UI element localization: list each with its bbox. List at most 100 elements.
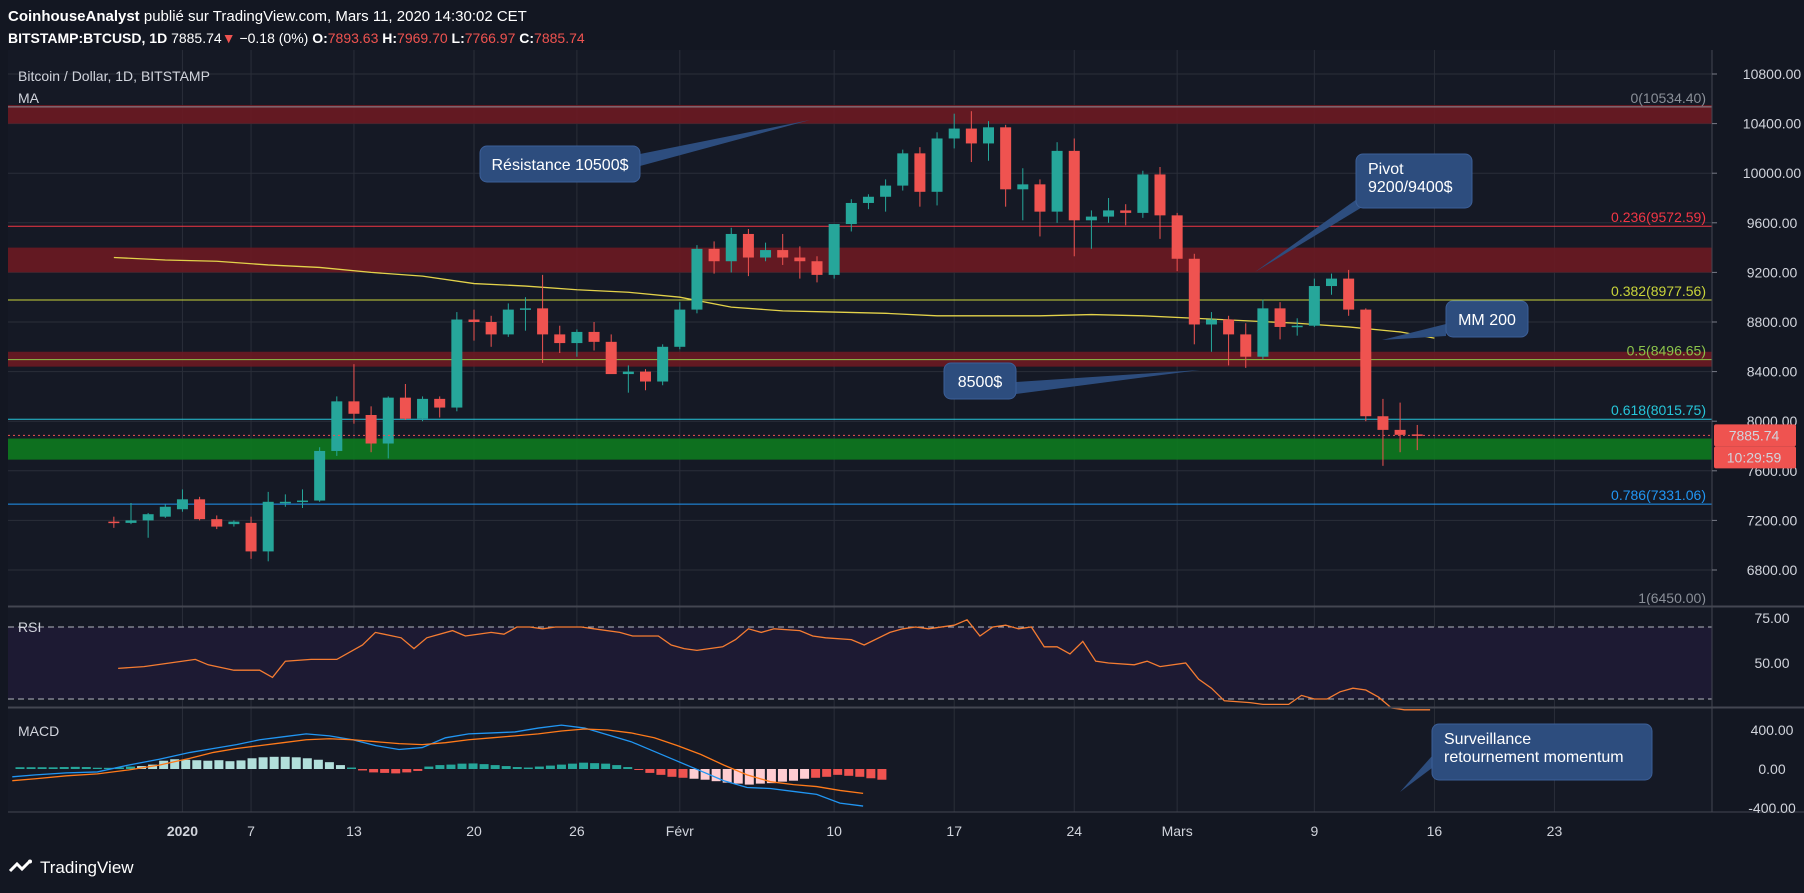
candle-body: [1171, 215, 1183, 259]
macd-histogram-bar: [313, 759, 323, 769]
candle-body: [1343, 278, 1355, 310]
callout-tail: [1255, 194, 1364, 272]
macd-histogram-bar: [766, 769, 776, 784]
price-pane: [8, 50, 1712, 605]
candle-body: [1308, 286, 1320, 326]
macd-tick-label: 400.00: [1751, 722, 1794, 738]
price-tick-label: 10400.00: [1743, 116, 1802, 132]
price-change: −0.18 (0%): [239, 30, 309, 46]
publish-line: CoinhouseAnalyst publié sur TradingView.…: [8, 8, 527, 25]
callout-text: retournement momentum: [1444, 749, 1624, 766]
candle-body: [314, 450, 326, 501]
macd-histogram-bar: [37, 767, 47, 769]
macd-histogram-bar: [789, 769, 798, 781]
fib-label: 0.382(8977.56): [1611, 283, 1706, 299]
macd-histogram-bar: [534, 766, 544, 769]
macd-histogram-bar: [148, 764, 158, 769]
candle-body: [1240, 334, 1252, 357]
macd-histogram-bar: [733, 769, 743, 784]
fib-label: 1(6450.00): [1638, 590, 1706, 606]
callout-tail: [1382, 324, 1446, 340]
macd-histogram-bar: [26, 767, 36, 769]
brand-name: TradingView: [40, 858, 134, 877]
macd-histogram-bar: [236, 760, 246, 769]
candle-body: [1188, 258, 1200, 325]
macd-histogram-bar: [523, 767, 533, 769]
macd-line: [12, 724, 864, 807]
footer-brand[interactable]: TradingView: [8, 858, 134, 878]
macd-histogram-bar: [855, 769, 865, 777]
price-tick-label: 9200.00: [1747, 264, 1798, 280]
candle-body: [965, 128, 977, 144]
candle-body: [519, 308, 531, 310]
time-tick-label: 13: [346, 823, 362, 839]
symbol-label: BITSTAMP:BTCUSD, 1D: [8, 30, 168, 46]
candle-body: [1120, 210, 1132, 213]
price-tick-label: 8800.00: [1747, 314, 1798, 330]
macd-histogram-bar: [258, 757, 268, 769]
macd-histogram-bar: [15, 767, 25, 769]
macd-histogram-bar: [777, 769, 787, 782]
candle-body: [1137, 174, 1149, 213]
time-tick-label: 9: [1310, 823, 1318, 839]
candle-body: [914, 153, 926, 192]
candle-body: [983, 127, 994, 144]
macd-histogram-bar: [579, 762, 589, 769]
macd-signal-line: [12, 728, 864, 795]
close-label: C:: [519, 30, 535, 46]
candle-body: [1017, 184, 1029, 190]
macd-histogram-bar: [70, 766, 80, 769]
high-label: H:: [382, 30, 398, 46]
rsi-tick-label: 75.00: [1754, 610, 1789, 626]
macd-histogram-bar: [700, 769, 710, 780]
macd-histogram-bar: [689, 769, 699, 779]
macd-histogram-bar: [612, 765, 622, 769]
macd-histogram-bar: [479, 764, 489, 769]
macd-histogram-bar: [744, 769, 754, 785]
candle-body: [1257, 308, 1269, 357]
down-arrow-icon: ▼: [221, 30, 236, 46]
candle-body: [108, 521, 120, 524]
author-name[interactable]: CoinhouseAnalyst: [8, 8, 140, 25]
candle-body: [588, 331, 600, 342]
macd-histogram-bar: [656, 769, 666, 775]
macd-histogram-bar: [81, 767, 91, 769]
candle-body: [777, 250, 789, 258]
candle-body: [622, 371, 634, 375]
macd-histogram-bar: [457, 763, 467, 769]
candle-body: [1154, 174, 1166, 216]
candle-body: [640, 371, 651, 382]
macd-histogram-bar: [159, 760, 169, 769]
callout-box: [1355, 153, 1473, 209]
macd-histogram-bar: [402, 769, 412, 773]
macd-histogram-bar: [601, 763, 611, 769]
candle-body: [1034, 184, 1046, 212]
candle-body: [674, 309, 686, 347]
macd-histogram-bar: [811, 769, 821, 778]
candle-body: [1411, 434, 1423, 436]
macd-histogram-bar: [866, 769, 876, 779]
chart-header: CoinhouseAnalyst publié sur TradingView.…: [0, 0, 1804, 50]
rsi-band: [8, 627, 1712, 699]
macd-histogram-bar: [501, 766, 511, 769]
macd-tick-label: 0.00: [1758, 761, 1785, 777]
macd-histogram-bar: [214, 760, 224, 769]
macd-histogram-bar: [711, 769, 721, 782]
macd-histogram-bar: [556, 764, 566, 769]
candle-body: [862, 196, 874, 203]
candle-body: [142, 514, 154, 521]
price-tick-label: 10000.00: [1743, 165, 1802, 181]
macd-histogram-bar: [391, 769, 401, 774]
candle-body: [194, 499, 206, 520]
candle-body: [451, 319, 463, 408]
candle-body: [1291, 325, 1303, 328]
candle-body: [948, 128, 960, 139]
macd-histogram-bar: [347, 767, 356, 769]
time-tick-label: 17: [946, 823, 962, 839]
fib-label: 0.5(8496.65): [1627, 343, 1706, 359]
candle-body: [279, 501, 291, 504]
open-label: O:: [312, 30, 328, 46]
callout-text: Surveillance: [1444, 731, 1531, 748]
candle-body: [742, 233, 754, 258]
